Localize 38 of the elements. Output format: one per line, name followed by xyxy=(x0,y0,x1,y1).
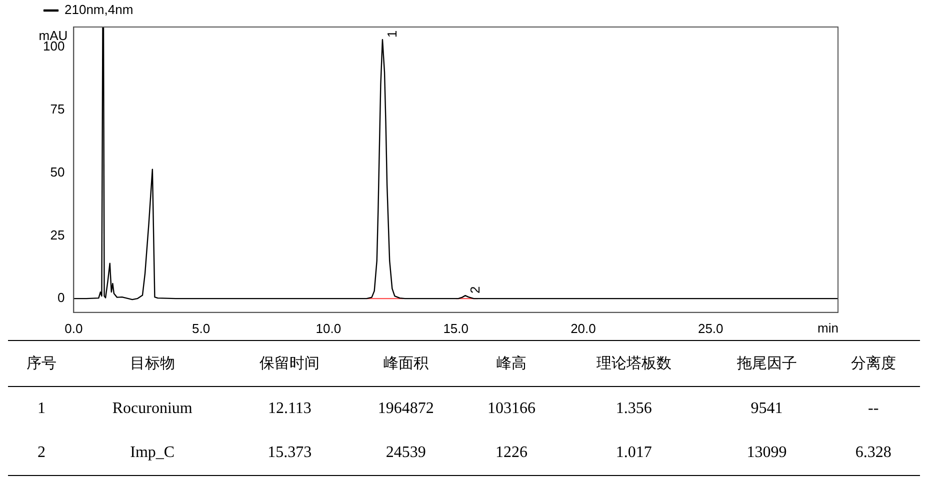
legend-label: 210nm,4nm xyxy=(64,2,134,18)
text: 目标物 xyxy=(128,353,176,374)
annotation: 1 xyxy=(384,30,400,38)
text: 保留时间 xyxy=(258,353,321,374)
text: 103166 xyxy=(486,399,536,419)
text: 峰高 xyxy=(496,353,528,374)
y-tick-label: 75 xyxy=(50,102,65,117)
text: 6.328 xyxy=(854,443,892,463)
text: 1226 xyxy=(494,443,528,463)
text: 9541 xyxy=(750,399,784,419)
x-tick-label: 20.0 xyxy=(570,320,596,336)
text: Imp_C xyxy=(129,443,176,463)
x-tick-label: 0.0 xyxy=(64,320,83,336)
text: 13099 xyxy=(746,443,788,463)
text: 分离度 xyxy=(850,353,897,374)
text: 1 xyxy=(36,399,46,419)
text: 15.373 xyxy=(266,443,313,463)
y-tick-label: 0 xyxy=(57,290,65,306)
text: 12.113 xyxy=(266,399,312,419)
text: 1.017 xyxy=(614,443,653,463)
text: 理论塔板数 xyxy=(595,353,672,374)
text: 拖尾因子 xyxy=(736,353,798,374)
text: 24539 xyxy=(384,443,427,463)
text: 序号 xyxy=(25,353,58,374)
x-tick-label: 25.0 xyxy=(698,320,724,336)
text: 峰面积 xyxy=(382,353,430,374)
y-tick-label: 50 xyxy=(50,164,65,180)
x-axis-title: min xyxy=(818,320,838,336)
text: 1.356 xyxy=(614,399,653,419)
text: 2 xyxy=(36,443,46,463)
text: 1964872 xyxy=(376,399,435,419)
x-tick-label: 15.0 xyxy=(443,320,468,336)
annotation: 2 xyxy=(467,286,482,294)
x-tick-label: 5.0 xyxy=(192,320,210,336)
y-tick-label: 25 xyxy=(50,227,65,242)
text: -- xyxy=(866,399,880,419)
x-tick-label: 10.0 xyxy=(316,320,342,336)
text: Rocuronium xyxy=(111,399,194,419)
